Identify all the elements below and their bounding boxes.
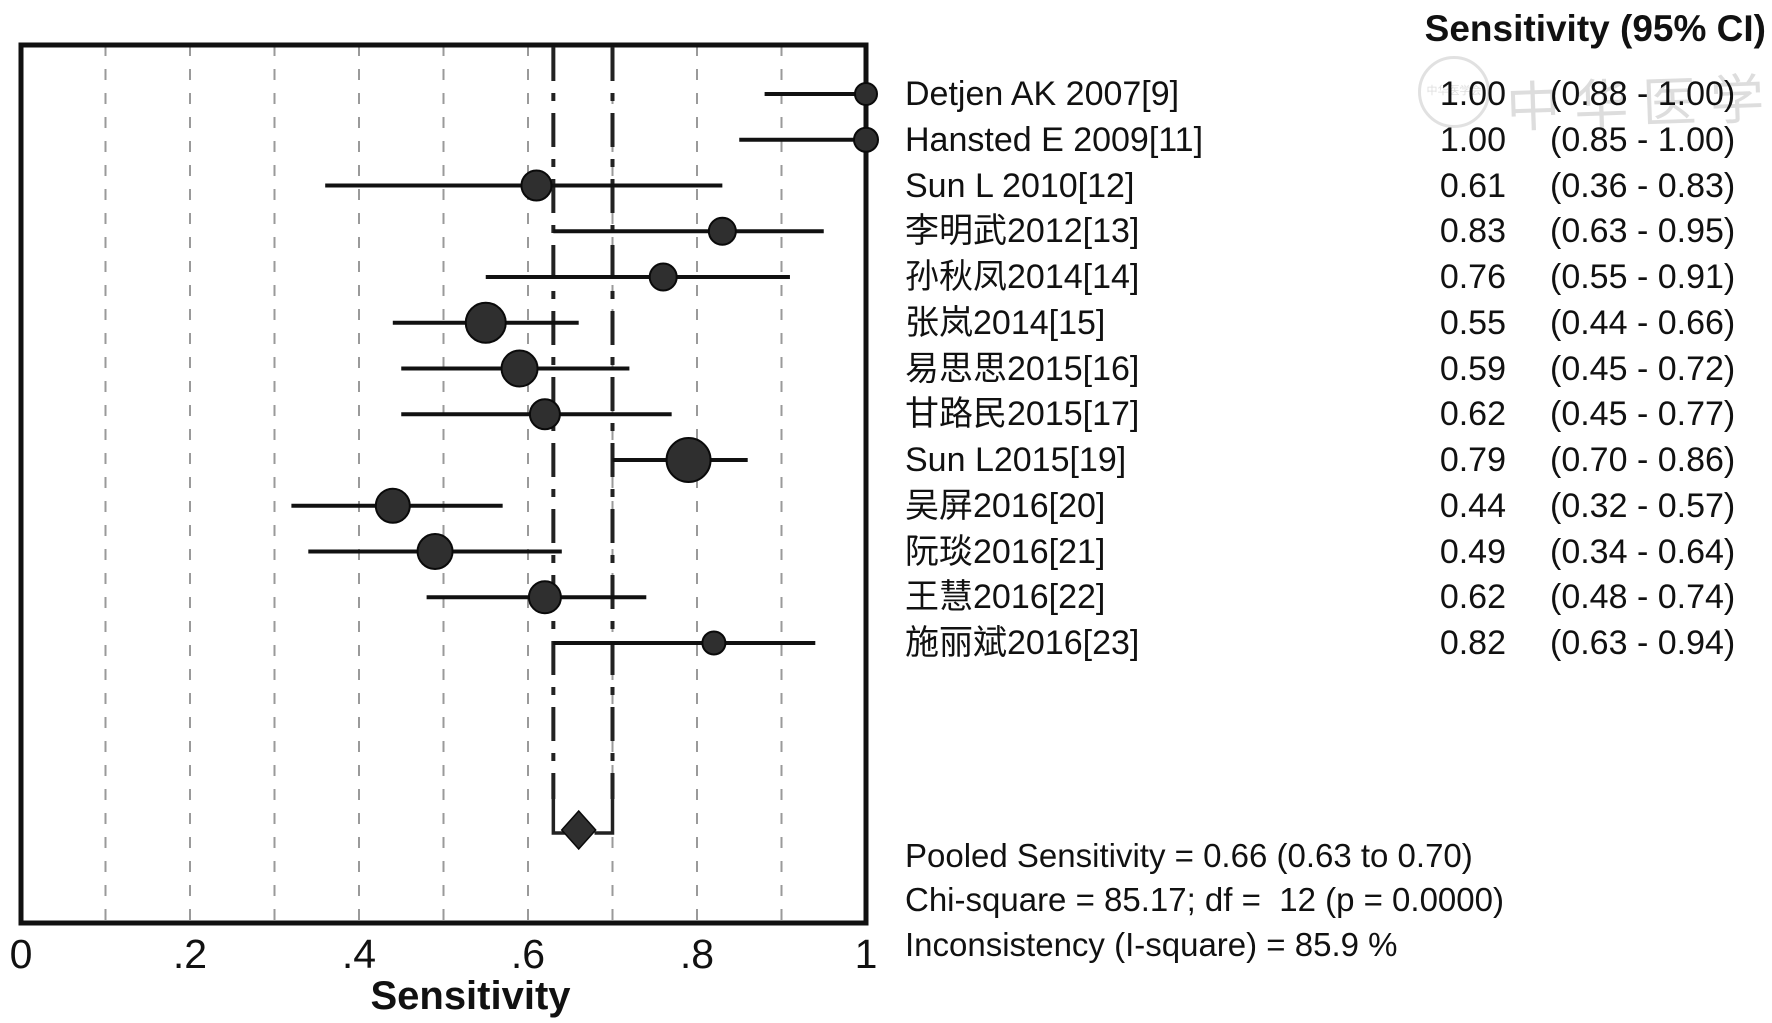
study-confidence-interval: (0.85 - 1.00) [1550,120,1736,159]
study-confidence-interval: (0.88 - 1.00) [1550,75,1736,113]
study-marker [854,82,878,106]
study-row: Sun L2015[19] 0.79 (0.70 - 0.86) [0,437,1772,483]
study-row: 甘路民2015[17] 0.62 (0.45 - 0.77) [0,391,1772,437]
study-marker [520,169,553,202]
study-sensitivity-value: 0.61 [1439,166,1506,205]
pooled-sensitivity-stat: Pooled Sensitivity = 0.66 (0.63 to 0.70) [905,837,1473,874]
study-marker [528,398,561,431]
x-tick-label: .8 [680,931,714,977]
study-name-label: 甘路民2015[17] [905,395,1140,434]
study-row: 王慧2016[22] 0.62 (0.48 - 0.74) [0,574,1772,620]
study-name-label: 王慧2016[22] [905,578,1106,617]
study-name-label: 张岚2014[15] [905,303,1106,342]
x-axis-title: Sensitivity [370,974,571,1018]
study-name-label: 孙秋凤2014[14] [905,258,1140,296]
study-row: 易思思2015[16] 0.59 (0.45 - 0.72) [0,346,1772,392]
study-confidence-interval: (0.55 - 0.91) [1550,258,1736,296]
study-confidence-interval: (0.34 - 0.64) [1550,532,1736,571]
study-name-label: 阮琰2016[21] [905,532,1106,571]
inconsistency-stat: Inconsistency (I-square) = 85.9 % [905,926,1398,963]
study-marker [500,349,539,388]
study-name-label: 吴屏2016[20] [905,486,1106,525]
study-name-label: 施丽斌2016[23] [905,624,1140,662]
study-name-label: Hansted E 2009[11] [905,120,1204,159]
x-tick-label: 0 [10,931,33,977]
study-sensitivity-value: 0.55 [1439,303,1506,342]
study-marker [648,262,678,292]
study-sensitivity-value: 0.62 [1439,395,1506,434]
study-confidence-interval: (0.70 - 0.86) [1550,441,1736,479]
plot-box [18,42,869,926]
study-confidence-interval: (0.63 - 0.94) [1550,624,1736,662]
study-row: 李明武2012[13] 0.83 (0.63 - 0.95) [0,208,1772,254]
study-sensitivity-value: 0.49 [1439,532,1506,571]
study-row: Hansted E 2009[11] 1.00 (0.85 - 1.00) [0,117,1772,163]
study-confidence-interval: (0.45 - 0.77) [1550,395,1736,434]
study-confidence-interval: (0.63 - 0.95) [1550,212,1736,251]
study-row: 吴屏2016[20] 0.44 (0.32 - 0.57) [0,483,1772,529]
x-tick-label: 1 [855,931,878,977]
study-row: Detjen AK 2007[9] 1.00 (0.88 - 1.00) [0,71,1772,117]
study-row: 阮琰2016[21] 0.49 (0.34 - 0.64) [0,529,1772,575]
study-marker [416,533,454,570]
chi-square-stat: Chi-square = 85.17; df = 12 (p = 0.0000) [905,881,1504,918]
study-confidence-interval: (0.45 - 0.72) [1550,349,1736,388]
study-name-label: Detjen AK 2007[9] [905,75,1180,113]
x-tick-label: .2 [173,931,207,977]
study-confidence-interval: (0.32 - 0.57) [1550,486,1736,525]
study-marker [701,630,727,656]
study-confidence-interval: (0.36 - 0.83) [1550,166,1736,205]
x-tick-label: .6 [511,931,545,977]
study-marker [464,301,507,344]
study-marker [707,216,737,246]
study-sensitivity-value: 0.76 [1439,258,1506,296]
study-sensitivity-value: 0.62 [1439,578,1506,617]
study-name-label: 易思思2015[16] [905,349,1140,388]
study-row: 施丽斌2016[23] 0.82 (0.63 - 0.94) [0,620,1772,666]
study-sensitivity-value: 0.59 [1439,349,1506,388]
x-tick-label: .4 [342,931,376,977]
study-name-label: Sun L 2010[12] [905,166,1135,205]
column-header-sensitivity-ci: Sensitivity (95% CI) [1424,8,1766,49]
study-confidence-interval: (0.44 - 0.66) [1550,303,1736,342]
study-row: 张岚2014[15] 0.55 (0.44 - 0.66) [0,300,1772,346]
study-row: 孙秋凤2014[14] 0.76 (0.55 - 0.91) [0,254,1772,300]
study-sensitivity-value: 0.82 [1439,624,1506,662]
study-sensitivity-value: 0.79 [1439,441,1506,479]
pooled-diamond [560,809,597,851]
study-sensitivity-value: 0.83 [1439,212,1506,251]
study-marker [374,487,411,524]
study-sensitivity-value: 0.44 [1439,486,1506,525]
study-marker [853,126,879,153]
study-name-label: 李明武2012[13] [905,212,1140,251]
study-sensitivity-value: 1.00 [1439,120,1506,159]
study-name-label: Sun L2015[19] [905,441,1127,479]
study-marker [665,437,712,483]
study-confidence-interval: (0.48 - 0.74) [1550,578,1736,617]
study-sensitivity-value: 1.00 [1439,75,1506,113]
study-marker [527,580,562,615]
study-row: Sun L 2010[12] 0.61 (0.36 - 0.83) [0,163,1772,209]
